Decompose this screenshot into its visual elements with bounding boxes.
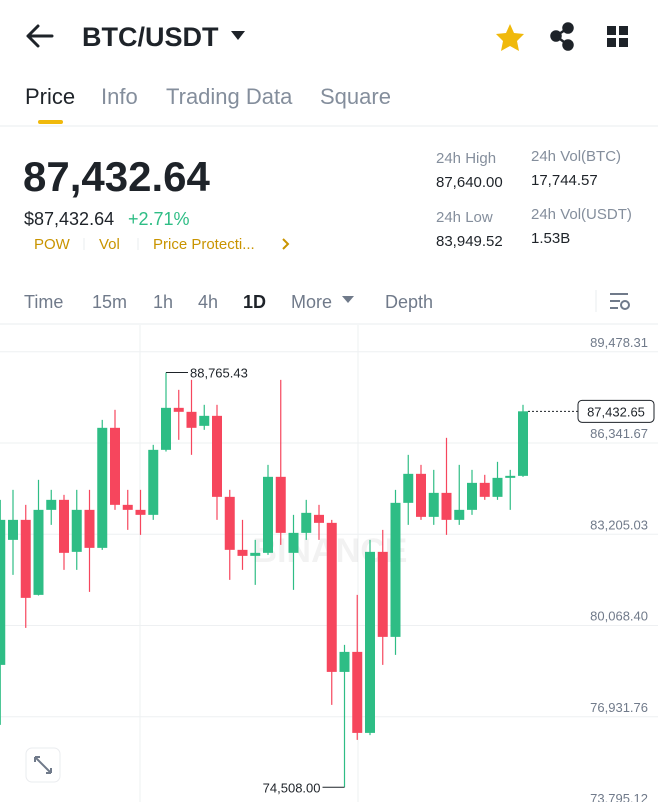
candle-body [33, 509, 44, 595]
interval[interactable]: More [291, 292, 332, 312]
candle-body [0, 519, 6, 665]
candle-body [263, 476, 273, 553]
candle-body [135, 509, 146, 515]
candle-body [390, 502, 401, 637]
last-price-label: 87,432.65 [587, 404, 645, 419]
tab[interactable]: Info [101, 84, 138, 109]
tab[interactable]: Price [25, 84, 75, 109]
fiat-price: $87,432.64 [24, 209, 114, 229]
candle-body [326, 522, 337, 672]
low-label: 74,508.00 [263, 780, 321, 795]
y-tick-label: 80,068.40 [590, 609, 648, 624]
y-tick-label: 83,205.03 [590, 517, 648, 532]
stat-label: 24h Vol(BTC) [531, 148, 621, 165]
candle-body [71, 509, 82, 552]
candle-body [454, 509, 465, 520]
pair-dropdown[interactable] [231, 31, 245, 40]
more-caret[interactable] [342, 296, 354, 303]
interval[interactable]: 1h [153, 292, 173, 312]
candle-body [301, 512, 312, 533]
tag[interactable]: Vol [99, 236, 120, 253]
candle-body [46, 499, 57, 510]
y-tick-label: 89,478.31 [590, 335, 648, 350]
stat-value: 83,949.52 [436, 233, 503, 250]
candle-body [148, 449, 159, 515]
favorite-star[interactable] [496, 24, 524, 51]
candle-body [441, 492, 452, 520]
tab[interactable]: Trading Data [166, 84, 293, 109]
candlestick-chart: BINANCE 89,478.3186,341.6783,205.0380,06… [0, 325, 658, 802]
candle-body [224, 496, 235, 550]
y-tick-label: 76,931.76 [590, 700, 648, 715]
interval[interactable]: 1D [243, 292, 266, 312]
last-price-box [577, 399, 655, 423]
candle-body [186, 411, 197, 428]
candle-body [518, 411, 528, 476]
interval[interactable]: 15m [92, 292, 127, 312]
stat-value: 17,744.57 [531, 172, 598, 189]
price-change: +2.71% [128, 209, 190, 229]
tag-chevron[interactable] [282, 238, 290, 250]
candle-body [275, 476, 286, 533]
interval[interactable]: 4h [198, 292, 218, 312]
tab-indicator [38, 120, 63, 124]
candle-body [250, 552, 261, 556]
candle-body [288, 532, 299, 553]
tag[interactable]: Price Protecti... [153, 236, 255, 253]
candle-body [173, 407, 184, 412]
candle-body [479, 482, 490, 497]
stat-label: 24h Low [436, 209, 493, 226]
candle-body [212, 415, 222, 497]
stat-value: 87,640.00 [436, 174, 503, 191]
candle-body [237, 549, 248, 556]
candle-body [365, 551, 375, 733]
high-label: 88,765.43 [190, 366, 248, 381]
candle-body [352, 651, 363, 733]
pair-title[interactable]: BTC/USDT [82, 22, 219, 52]
candle-body [161, 407, 171, 450]
candle-body [59, 499, 69, 553]
candle-body [505, 475, 516, 478]
interval-bar: Time 15m 1h 4h 1D More Depth [24, 292, 433, 312]
tab-bar: Price Info Trading Data Square [25, 84, 391, 109]
tag[interactable]: POW [34, 236, 71, 253]
stats: 24h High 87,640.00 24h Low 83,949.52 24h Vol… [436, 148, 632, 250]
candle-body [122, 504, 133, 510]
candle-body [403, 473, 414, 503]
last-price: 87,432.64 [23, 153, 210, 200]
stat-label: 24h Vol(USDT) [531, 206, 632, 223]
tag-row: POW Vol Price Protecti... [34, 236, 255, 253]
candle-body [110, 427, 120, 505]
candle-body [199, 415, 210, 426]
candle-body [20, 519, 31, 598]
layout-button[interactable] [607, 26, 628, 47]
candle-body [492, 477, 503, 497]
candle-body [339, 651, 350, 672]
candle-body [314, 514, 324, 523]
chart-settings[interactable] [610, 293, 630, 310]
share-button[interactable] [550, 22, 574, 51]
candle-body [428, 492, 439, 517]
y-tick-label: 86,341.67 [590, 426, 648, 441]
expand-button[interactable] [25, 747, 61, 783]
stat-label: 24h High [436, 150, 496, 167]
candle-body [377, 551, 388, 637]
interval[interactable]: Depth [385, 292, 433, 312]
y-tick-label: 73,795.12 [590, 791, 648, 802]
candle-body [416, 473, 426, 517]
interval[interactable]: Time [24, 292, 63, 312]
candle-body [84, 509, 95, 548]
back-button[interactable] [26, 24, 54, 48]
candle-body [8, 519, 18, 540]
candle-body [467, 482, 477, 510]
stat-value: 1.53B [531, 230, 570, 247]
candle-body [97, 427, 108, 548]
tab[interactable]: Square [320, 84, 391, 109]
